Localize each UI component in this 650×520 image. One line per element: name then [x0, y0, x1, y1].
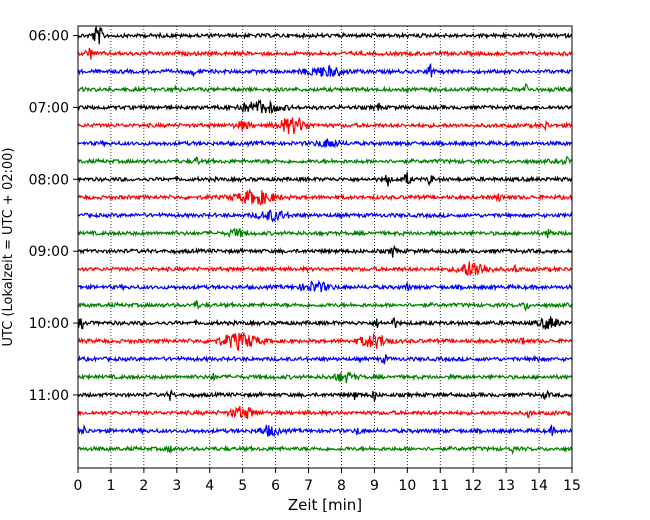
seismogram-trace	[77, 209, 573, 223]
x-tick-label: 2	[139, 478, 148, 494]
x-tick-label: 11	[431, 478, 449, 494]
seismogram-trace	[77, 99, 573, 115]
x-tick-label: 3	[172, 478, 181, 494]
y-tick-label: 06:00	[29, 29, 69, 45]
seismogram-trace	[77, 187, 573, 206]
y-tick-label: 08:00	[29, 172, 69, 188]
x-tick-label: 4	[205, 478, 214, 494]
y-tick-label: 10:00	[29, 316, 69, 332]
seismogram-trace	[77, 279, 573, 293]
seismogram-traces	[77, 25, 573, 456]
x-axis-label: Zeit [min]	[288, 496, 362, 514]
seismogram-trace	[77, 83, 573, 94]
seismogram-trace	[77, 300, 573, 312]
seismogram-trace	[77, 138, 573, 149]
seismogram-trace	[77, 371, 573, 384]
x-tick-label: 9	[370, 478, 379, 494]
seismogram-trace	[78, 116, 573, 135]
x-tick-label: 12	[464, 478, 482, 494]
seismogram-trace	[77, 62, 572, 78]
x-tick-label: 13	[497, 478, 515, 494]
x-tick-label: 15	[563, 478, 581, 494]
y-axis-label: UTC (Lokalzeit = UTC + 02:00)	[1, 148, 16, 347]
seismogram-trace	[77, 316, 573, 330]
y-axis: 06:00 07:00 08:00 09:00 10:00 11:00	[29, 29, 78, 404]
seismogram-trace	[77, 332, 573, 352]
x-tick-label: 0	[74, 478, 83, 494]
y-tick-label: 09:00	[29, 244, 69, 260]
x-tick-label: 7	[304, 478, 313, 494]
x-tick-label: 8	[337, 478, 346, 494]
seismogram-trace	[77, 353, 573, 365]
y-tick-label: 07:00	[29, 100, 69, 116]
x-tick-label: 1	[106, 478, 115, 494]
y-tick-label: 11:00	[29, 388, 69, 404]
seismogram-trace	[77, 444, 573, 456]
x-tick-label: 14	[530, 478, 548, 494]
x-tick-label: 5	[238, 478, 247, 494]
seismogram-trace	[77, 227, 573, 239]
x-tick-label: 6	[271, 478, 280, 494]
x-tick-label: 10	[398, 478, 416, 494]
seismogram-trace	[77, 389, 573, 404]
seismogram-trace	[77, 423, 573, 438]
seismogram-trace	[77, 171, 573, 187]
seismogram-trace	[77, 261, 573, 277]
seismogram-trace	[77, 405, 573, 420]
seismogram-trace	[77, 25, 573, 45]
seismogram-trace	[77, 244, 573, 258]
x-axis: 0 1 2 3 4 5 6 7 8 9 10 11 12 13 14 15	[74, 468, 581, 494]
seismogram-trace	[77, 155, 573, 166]
plot-frame	[77, 25, 573, 469]
seismogram-trace	[77, 47, 573, 60]
